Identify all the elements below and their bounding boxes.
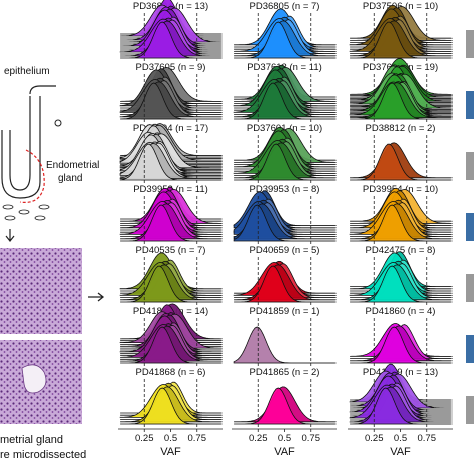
x-axis-label: VAF [274, 446, 295, 458]
cropped-panel-sliver [466, 152, 474, 180]
gland-schematic: epithelium Endometrial gland metrial gla… [0, 66, 105, 461]
x-axis: 0.25 0.5 0.75 VAF [118, 428, 223, 458]
density-ridge [120, 387, 221, 425]
cropped-panel-edge [466, 30, 474, 424]
density-ridge [350, 265, 451, 303]
panel-title: PD37601 (n = 10) [247, 123, 322, 134]
ridgeline-panels: PD36804 (n = 13) PD36805 (n = 7) PD37506 (… [119, 0, 453, 427]
ridgeline-panel: PD37607 (n = 19) [349, 58, 453, 122]
gland-tube [9, 96, 31, 191]
ridgeline-panel: PD41868 (n = 6) [119, 367, 223, 427]
panel-title: PD39954 (n = 10) [363, 184, 438, 195]
label-epithelium: epithelium [4, 66, 50, 77]
ridgeline-panel: PD37613 (n = 11) [233, 62, 337, 122]
x-tick-label: 0.75 [418, 433, 437, 444]
ridgeline-panel: PD41857 (n = 14) [119, 303, 223, 366]
panel-title: PD39953 (n = 8) [250, 184, 320, 195]
ridgeline-panel: PD41860 (n = 4) [350, 306, 453, 366]
ridgeline-panel: PD37506 (n = 10) [349, 1, 453, 61]
ridgeline-panel: PD41869 (n = 13) [349, 363, 453, 427]
x-tick-label: 0.25 [365, 433, 384, 444]
panel-title: PD41859 (n = 1) [250, 306, 320, 317]
ridgeline-panel: PD40659 (n = 5) [233, 245, 337, 305]
ridgeline-panel: PD37594 (n = 17) [119, 123, 223, 183]
ridgeline-panel: PD41859 (n = 1) [233, 306, 337, 366]
microdissected-hole [21, 364, 47, 394]
caption-line-1: metrial gland [0, 434, 63, 446]
down-arrow-icon [5, 229, 15, 242]
cropped-panel-sliver [466, 91, 474, 119]
ridgeline-panel: PD41865 (n = 2) [234, 367, 337, 427]
density-ridge [350, 387, 451, 425]
density-ridge [233, 204, 335, 242]
density-ridge [350, 326, 451, 364]
density-ridge [119, 143, 221, 181]
ridgeline-panel: PD36804 (n = 13) [119, 0, 223, 61]
ridgeline-panel: PD36805 (n = 7) [234, 1, 337, 61]
epithelium-surface [29, 85, 56, 95]
x-tick-label: 0.5 [394, 433, 407, 444]
density-ridge [234, 82, 335, 120]
x-tick-label: 0.25 [135, 433, 154, 444]
gland-tube-inner [1, 96, 41, 199]
panel-title: PD37594 (n = 17) [133, 123, 208, 134]
dissection-outline [19, 149, 45, 204]
density-ridge [234, 143, 335, 181]
cropped-panel-sliver [466, 213, 474, 241]
x-tick-label: 0.75 [302, 433, 321, 444]
label-gland: gland [58, 173, 82, 184]
x-tick-label: 0.5 [164, 433, 177, 444]
density-ridge [234, 265, 335, 303]
panel-title: PD41868 (n = 6) [136, 367, 206, 378]
stroma-cells [2, 204, 50, 221]
panel-title: PD41865 (n = 2) [250, 367, 320, 378]
x-tick-label: 0.5 [278, 433, 291, 444]
x-axis-label: VAF [390, 446, 411, 458]
density-ridge [120, 204, 221, 242]
panel-title: PD40535 (n = 7) [136, 245, 206, 256]
cropped-panel-sliver [466, 274, 474, 302]
density-ridge [350, 143, 451, 181]
ridgeline-panel: PD42475 (n = 8) [349, 245, 453, 305]
density-ridge [120, 326, 221, 364]
label-endometrial: Endometrial [46, 160, 99, 171]
right-arrow-icon [88, 292, 105, 302]
density-ridge [234, 21, 335, 59]
ridgeline-panel: PD39954 (n = 10) [349, 184, 453, 244]
ridgeline-panel: PD40535 (n = 7) [119, 245, 223, 305]
cropped-panel-sliver [466, 396, 474, 424]
x-tick-label: 0.25 [249, 433, 268, 444]
cropped-panel-sliver [466, 335, 474, 363]
density-ridge [233, 326, 335, 364]
ridgeline-panel: PD39953 (n = 8) [233, 184, 337, 244]
ridgeline-panel: PD37601 (n = 10) [233, 123, 337, 183]
panel-title: PD36805 (n = 7) [250, 1, 320, 12]
histology-before-image [0, 248, 82, 334]
density-ridge [120, 21, 221, 59]
panel-title: PD41869 (n = 13) [363, 367, 438, 378]
x-tick-label: 0.75 [188, 433, 207, 444]
ridgeline-panel: PD37605 (n = 9) [119, 62, 223, 122]
density-ridge [350, 21, 451, 59]
x-axis: 0.25 0.5 0.75 VAF [348, 428, 453, 458]
panel-title: PD41860 (n = 4) [366, 306, 436, 317]
x-axis-label: VAF [160, 446, 181, 458]
panel-title: PD38812 (n = 2) [366, 123, 436, 134]
density-ridge [120, 82, 221, 120]
density-ridge [350, 204, 451, 242]
density-ridge [234, 387, 335, 425]
x-axes: 0.25 0.5 0.75 VAF 0.25 0.5 0.75 VAF 0.25 0.5 0.75 V… [118, 428, 453, 458]
density-ridge [120, 265, 221, 303]
ridgeline-panel: PD38812 (n = 2) [350, 123, 453, 183]
panel-title: PD42475 (n = 8) [366, 245, 436, 256]
caption-line-2: re microdissected [0, 449, 86, 461]
panel-title: PD40659 (n = 5) [250, 245, 320, 256]
panel-title: PD37605 (n = 9) [136, 62, 206, 73]
density-ridge [350, 82, 451, 120]
small-gland-circle [54, 119, 62, 127]
cropped-panel-sliver [466, 30, 474, 58]
ridgeline-panel: PD39952 (n = 11) [119, 184, 223, 244]
x-axis: 0.25 0.5 0.75 VAF [232, 428, 337, 458]
